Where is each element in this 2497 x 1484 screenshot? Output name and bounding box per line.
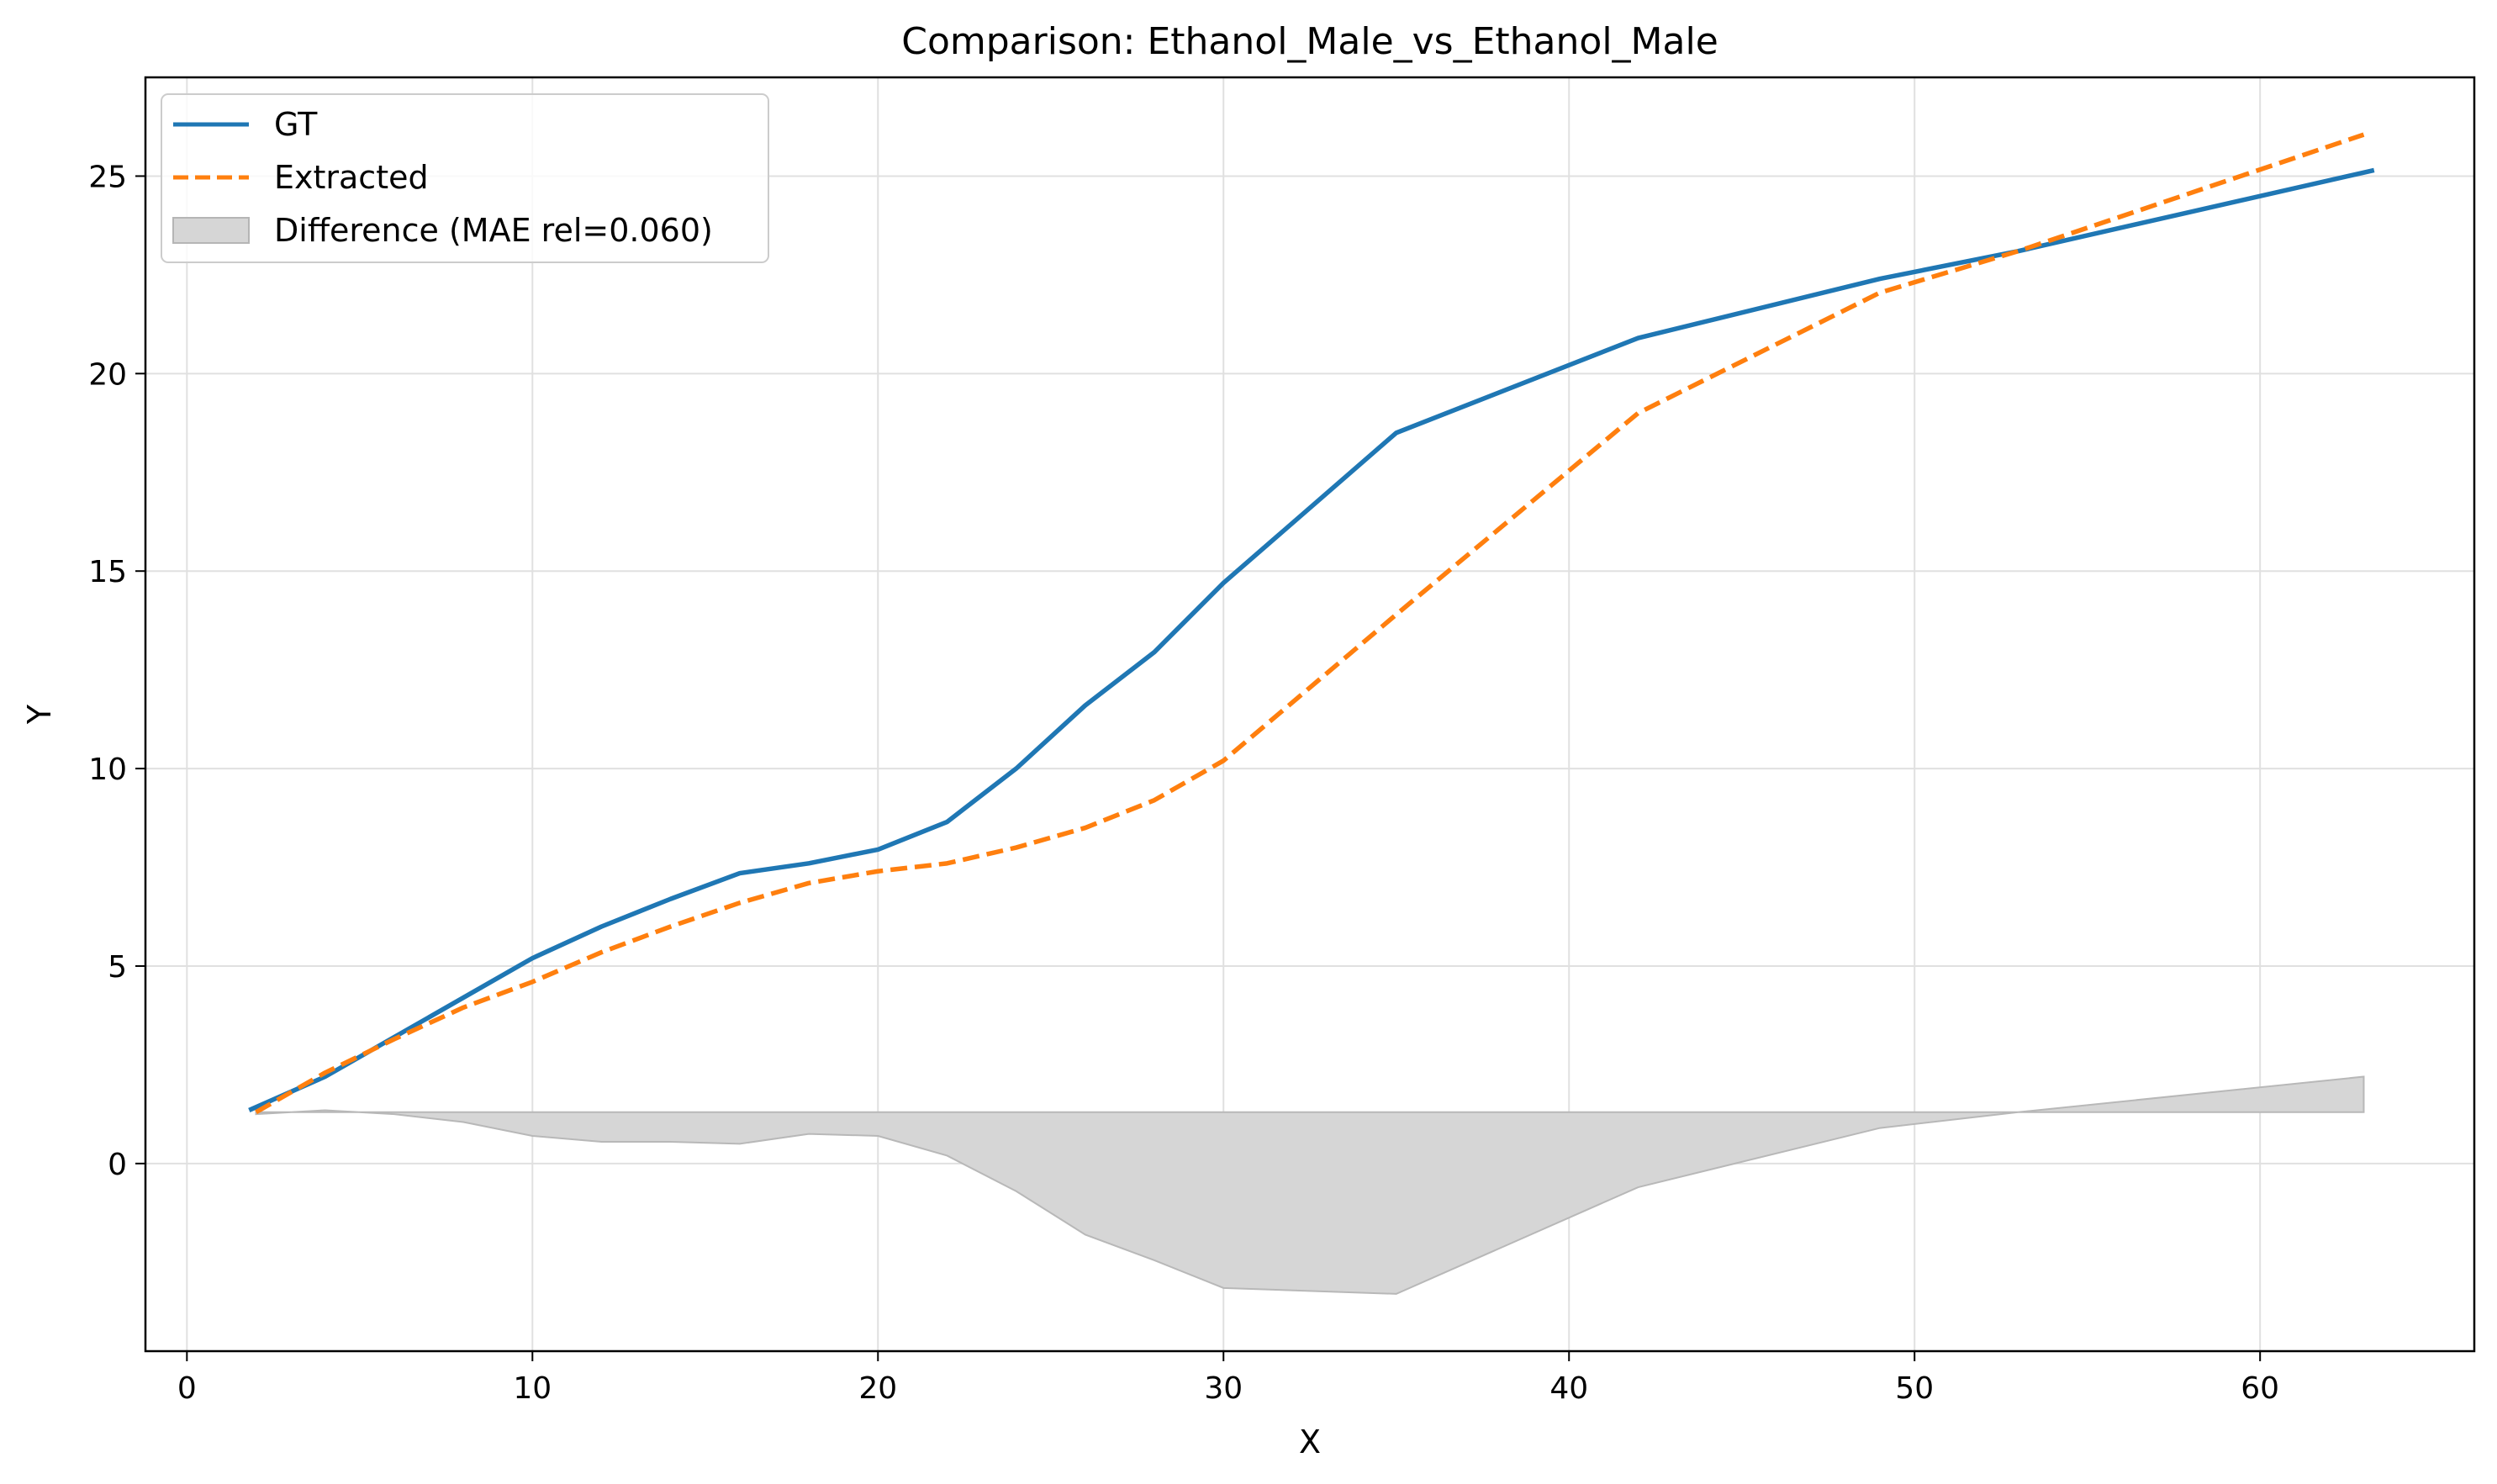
- legend: GT Extracted Difference (MAE rel=0.060): [161, 93, 769, 263]
- x-tick-label: 10: [513, 1371, 552, 1406]
- legend-label-gt: GT: [274, 106, 318, 143]
- legend-label-difference: Difference (MAE rel=0.060): [274, 212, 713, 249]
- grid: [145, 77, 2474, 1351]
- series-line-gt: [248, 167, 2375, 1112]
- legend-swatch-difference: [172, 217, 250, 244]
- x-tick-label: 40: [1549, 1371, 1588, 1406]
- legend-label-extracted: Extracted: [274, 159, 429, 196]
- y-tick-label: 5: [108, 950, 127, 985]
- x-tick-label: 60: [2241, 1371, 2279, 1406]
- x-tick-label: 20: [858, 1371, 897, 1406]
- ticks: 0 10 20 30 40 50 60 0 5 10 15 20 25: [88, 160, 2279, 1406]
- y-tick-label: 25: [88, 160, 127, 194]
- y-tick-label: 20: [88, 357, 127, 392]
- x-tick-label: 50: [1895, 1371, 1934, 1406]
- y-axis-label: Y: [21, 704, 58, 725]
- y-tick-label: 15: [88, 555, 127, 589]
- series-line-extracted: [255, 132, 2365, 1115]
- x-tick-label: 30: [1204, 1371, 1243, 1406]
- chart-title: Comparison: Ethanol_Male_vs_Ethanol_Male: [901, 20, 1718, 63]
- difference-area: [255, 1075, 2365, 1295]
- legend-frame: [161, 93, 769, 263]
- x-axis-label: X: [1299, 1423, 1321, 1460]
- y-tick-label: 10: [88, 753, 127, 787]
- series-layer: [248, 132, 2375, 1115]
- difference-area-layer: [255, 1075, 2365, 1295]
- x-tick-label: 0: [177, 1371, 197, 1406]
- y-tick-label: 0: [108, 1148, 127, 1182]
- plot-frame: [144, 76, 2476, 1353]
